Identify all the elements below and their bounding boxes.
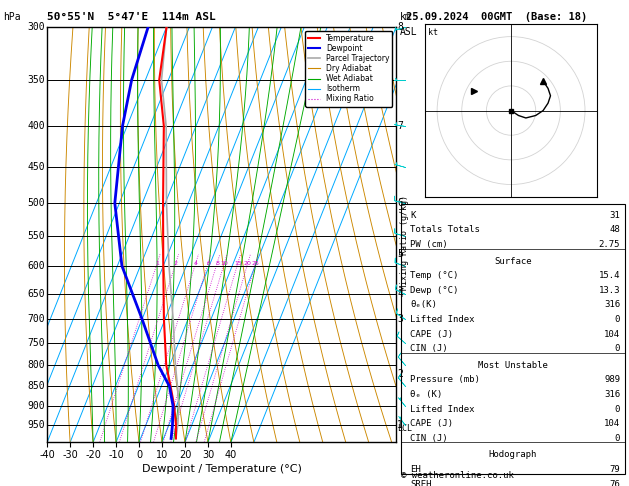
Text: 0: 0 [615,434,620,443]
Text: kt: kt [428,28,438,37]
Text: 79: 79 [610,465,620,474]
Text: 350: 350 [28,75,45,85]
Text: 1: 1 [398,419,403,430]
Text: CAPE (J): CAPE (J) [410,419,454,428]
Text: SREH: SREH [410,480,431,486]
Text: 316: 316 [604,300,620,310]
Text: 950: 950 [28,419,45,430]
Text: 10: 10 [221,260,228,265]
Text: 25.09.2024  00GMT  (Base: 18): 25.09.2024 00GMT (Base: 18) [406,12,587,22]
Text: 700: 700 [28,314,45,324]
Text: 500: 500 [28,198,45,208]
Text: 550: 550 [28,231,45,241]
Text: Mixing Ratio (g/kg): Mixing Ratio (g/kg) [400,195,409,291]
Text: EH: EH [410,465,421,474]
Text: 900: 900 [28,401,45,411]
Text: CIN (J): CIN (J) [410,434,448,443]
Text: θₑ(K): θₑ(K) [410,300,437,310]
Text: 50°55'N  5°47'E  114m ASL: 50°55'N 5°47'E 114m ASL [47,12,216,22]
Text: K: K [410,211,416,220]
Text: hPa: hPa [3,12,21,22]
Text: 5: 5 [398,249,403,259]
Text: LCL: LCL [398,424,413,433]
Text: ASL: ASL [399,27,417,37]
Text: 15.4: 15.4 [599,271,620,280]
Text: 6: 6 [398,198,403,208]
Text: 316: 316 [604,390,620,399]
Text: θₑ (K): θₑ (K) [410,390,442,399]
Text: 31: 31 [610,211,620,220]
Text: 4: 4 [398,289,403,298]
Text: 104: 104 [604,419,620,428]
Text: 650: 650 [28,289,45,298]
Text: 800: 800 [28,360,45,370]
Text: 7: 7 [398,121,403,131]
Text: 0: 0 [615,404,620,414]
Text: 8: 8 [398,22,403,32]
Text: 25: 25 [252,260,260,265]
Text: 2.75: 2.75 [599,240,620,249]
Text: 3: 3 [398,314,403,324]
Text: km: km [399,12,411,22]
Text: 400: 400 [28,121,45,131]
Text: Temp (°C): Temp (°C) [410,271,459,280]
Text: 76: 76 [610,480,620,486]
Text: 2: 2 [174,260,178,265]
Text: 4: 4 [194,260,198,265]
Text: 450: 450 [28,162,45,172]
Text: PW (cm): PW (cm) [410,240,448,249]
Text: CIN (J): CIN (J) [410,344,448,353]
Text: Pressure (mb): Pressure (mb) [410,376,480,384]
Text: 1: 1 [155,260,159,265]
X-axis label: Dewpoint / Temperature (°C): Dewpoint / Temperature (°C) [142,464,302,474]
Text: 0: 0 [615,344,620,353]
Text: 104: 104 [604,330,620,339]
Text: Lifted Index: Lifted Index [410,404,475,414]
Text: 8: 8 [215,260,219,265]
Text: 15: 15 [234,260,242,265]
Text: Dewp (°C): Dewp (°C) [410,286,459,295]
Text: Most Unstable: Most Unstable [478,361,548,370]
Text: Totals Totals: Totals Totals [410,226,480,234]
Text: 2: 2 [398,369,403,379]
Text: 600: 600 [28,261,45,271]
Legend: Temperature, Dewpoint, Parcel Trajectory, Dry Adiabat, Wet Adiabat, Isotherm, Mi: Temperature, Dewpoint, Parcel Trajectory… [305,31,392,106]
Text: 0: 0 [615,315,620,324]
Text: 850: 850 [28,381,45,391]
Text: 750: 750 [28,338,45,348]
Text: © weatheronline.co.uk: © weatheronline.co.uk [401,471,514,480]
Text: Hodograph: Hodograph [489,451,537,459]
Text: 13.3: 13.3 [599,286,620,295]
Text: Surface: Surface [494,257,532,266]
Text: 20: 20 [244,260,252,265]
Text: 300: 300 [28,22,45,32]
Text: Lifted Index: Lifted Index [410,315,475,324]
Text: 6: 6 [206,260,210,265]
Text: 48: 48 [610,226,620,234]
Text: 989: 989 [604,376,620,384]
Text: CAPE (J): CAPE (J) [410,330,454,339]
